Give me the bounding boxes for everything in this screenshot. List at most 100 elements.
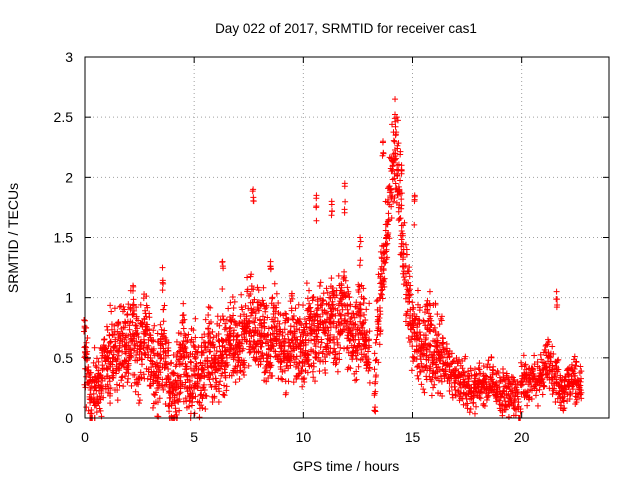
data-point <box>373 336 380 343</box>
data-point <box>570 370 577 377</box>
data-point <box>415 316 422 323</box>
data-point <box>385 230 392 237</box>
data-point <box>449 394 456 401</box>
data-point <box>114 397 121 404</box>
data-point <box>472 372 479 379</box>
peak-point <box>426 300 433 307</box>
data-point <box>487 374 494 381</box>
data-point <box>394 142 401 149</box>
data-point <box>392 155 399 162</box>
data-point <box>366 300 373 307</box>
data-point <box>130 310 137 317</box>
peak-point <box>313 217 320 224</box>
data-point <box>389 121 396 128</box>
data-point <box>124 311 131 318</box>
data-point <box>401 277 408 284</box>
peak-point <box>342 198 349 205</box>
data-point <box>97 396 104 403</box>
data-point <box>122 373 129 380</box>
data-point <box>306 300 313 307</box>
data-point <box>551 385 558 392</box>
data-point <box>375 318 382 325</box>
data-point <box>471 410 478 417</box>
data-point <box>177 373 184 380</box>
data-point <box>360 285 367 292</box>
data-point <box>176 356 183 363</box>
data-point <box>240 368 247 375</box>
peak-point <box>329 207 336 214</box>
data-point <box>554 357 561 364</box>
data-point <box>322 358 329 365</box>
data-point <box>561 377 568 384</box>
data-point <box>308 308 315 315</box>
data-point <box>338 282 345 289</box>
data-point <box>116 344 123 351</box>
data-point <box>448 350 455 357</box>
data-point <box>225 305 232 312</box>
data-point <box>512 412 519 419</box>
data-point <box>377 328 384 335</box>
data-point <box>515 389 522 396</box>
data-point <box>314 334 321 340</box>
data-point <box>247 341 254 348</box>
peak-point <box>313 204 320 211</box>
data-point <box>130 333 137 340</box>
data-point <box>556 399 563 406</box>
data-point <box>403 246 410 253</box>
data-point <box>306 304 313 311</box>
data-point <box>260 284 267 291</box>
data-point <box>576 369 583 376</box>
data-point <box>461 355 468 362</box>
data-point <box>395 161 402 168</box>
data-point <box>415 335 422 342</box>
data-point <box>470 399 477 406</box>
data-point <box>80 328 87 335</box>
data-point <box>380 281 387 288</box>
data-point <box>227 299 234 306</box>
data-point <box>163 361 170 368</box>
data-point <box>297 333 304 340</box>
data-point <box>247 273 254 280</box>
data-point <box>423 345 430 352</box>
data-point <box>356 301 363 308</box>
data-point <box>214 313 221 320</box>
peak-point <box>380 149 387 156</box>
data-point <box>271 280 278 287</box>
data-point <box>388 168 395 175</box>
data-point <box>119 331 126 338</box>
data-point <box>213 348 220 355</box>
data-point <box>101 336 108 343</box>
data-point <box>400 222 407 229</box>
data-point <box>543 366 550 373</box>
data-point <box>132 322 139 329</box>
data-point <box>102 345 109 352</box>
data-point <box>185 354 192 361</box>
data-point <box>144 345 151 352</box>
peak-point <box>411 193 418 200</box>
peak-point <box>313 195 320 202</box>
data-point <box>151 322 158 329</box>
data-point <box>148 364 155 371</box>
data-point <box>261 324 268 331</box>
data-point <box>281 348 288 355</box>
data-point <box>246 337 253 344</box>
data-point <box>108 308 115 315</box>
data-point <box>452 391 459 398</box>
data-point <box>372 380 379 387</box>
data-point <box>466 409 473 416</box>
data-point <box>540 382 547 389</box>
data-point <box>348 314 355 321</box>
peak-point <box>83 351 90 358</box>
data-point <box>209 398 216 405</box>
data-point <box>421 389 428 396</box>
data-point <box>542 365 549 372</box>
data-point <box>245 362 252 369</box>
data-point <box>310 294 317 301</box>
data-point <box>371 407 378 414</box>
data-point <box>281 340 288 347</box>
data-point <box>310 374 317 381</box>
data-point <box>355 289 362 296</box>
data-point <box>166 383 173 390</box>
data-point <box>120 303 127 310</box>
data-point <box>361 295 368 302</box>
